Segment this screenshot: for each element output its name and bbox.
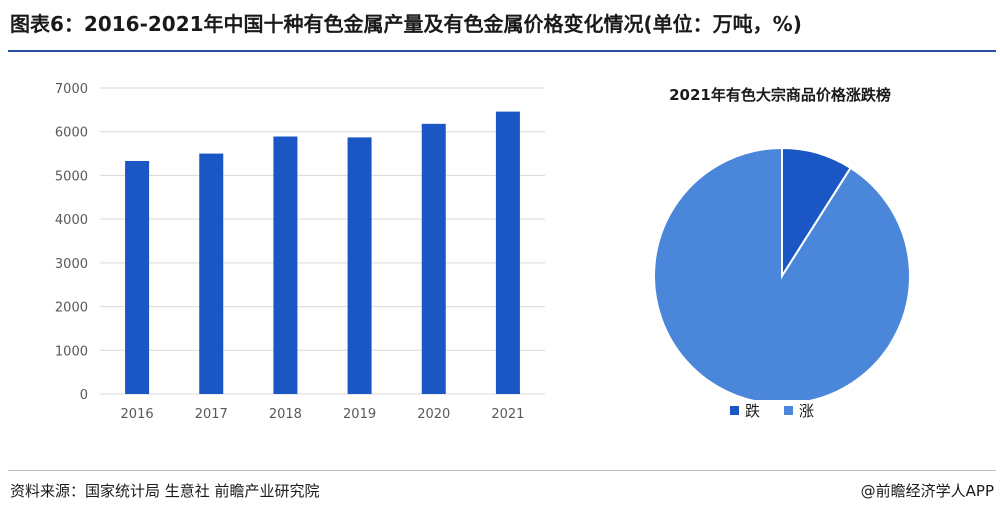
x-tick-label: 2018 — [269, 407, 302, 422]
pie-slices — [653, 146, 911, 400]
footer-divider — [8, 470, 996, 471]
x-tick-label: 2017 — [195, 407, 228, 422]
legend-swatch-down — [730, 406, 739, 415]
y-tick-label: 4000 — [55, 213, 88, 228]
chart-title: 图表6：2016-2021年中国十种有色金属产量及有色金属价格变化情况(单位：万… — [10, 12, 802, 36]
legend-item-down: 跌 — [730, 400, 760, 421]
y-tick-label: 0 — [80, 388, 88, 403]
y-tick-label: 6000 — [55, 126, 88, 141]
bar-x-tick-labels: 2016 2017 2018 2019 2020 2021 — [121, 407, 525, 422]
x-tick-label: 2016 — [121, 407, 154, 422]
bar-2020 — [421, 123, 446, 395]
bar-2021 — [495, 111, 520, 394]
y-tick-label: 3000 — [55, 257, 88, 272]
title-divider — [8, 50, 996, 52]
footer-brand: @前瞻经济学人APP — [860, 482, 994, 500]
pie-chart — [653, 146, 911, 400]
pie-title: 2021年有色大宗商品价格涨跌榜 — [669, 86, 891, 104]
legend-label-down: 跌 — [745, 402, 761, 420]
bar-2019 — [347, 137, 372, 394]
legend-label-up: 涨 — [799, 402, 815, 420]
bar-2018 — [273, 136, 298, 394]
pie-slice-1 — [653, 146, 911, 400]
footer-source: 资料来源：国家统计局 生意社 前瞻产业研究院 — [10, 482, 320, 500]
x-tick-label: 2019 — [343, 407, 376, 422]
bar-2016 — [125, 161, 150, 394]
legend-item-up: 涨 — [784, 400, 814, 421]
y-tick-label: 7000 — [55, 82, 88, 97]
x-tick-label: 2020 — [417, 407, 450, 422]
bar-series — [125, 111, 520, 395]
x-tick-label: 2021 — [491, 407, 524, 422]
bar-2017 — [199, 153, 224, 394]
bar-y-tick-labels: 0 1000 2000 3000 4000 5000 6000 7000 — [55, 82, 88, 403]
bar-gridlines — [100, 87, 545, 395]
y-tick-label: 2000 — [55, 301, 88, 316]
pie-legend: 跌 涨 — [730, 400, 814, 421]
y-tick-label: 5000 — [55, 169, 88, 184]
y-tick-label: 1000 — [55, 344, 88, 359]
legend-swatch-up — [784, 406, 794, 415]
